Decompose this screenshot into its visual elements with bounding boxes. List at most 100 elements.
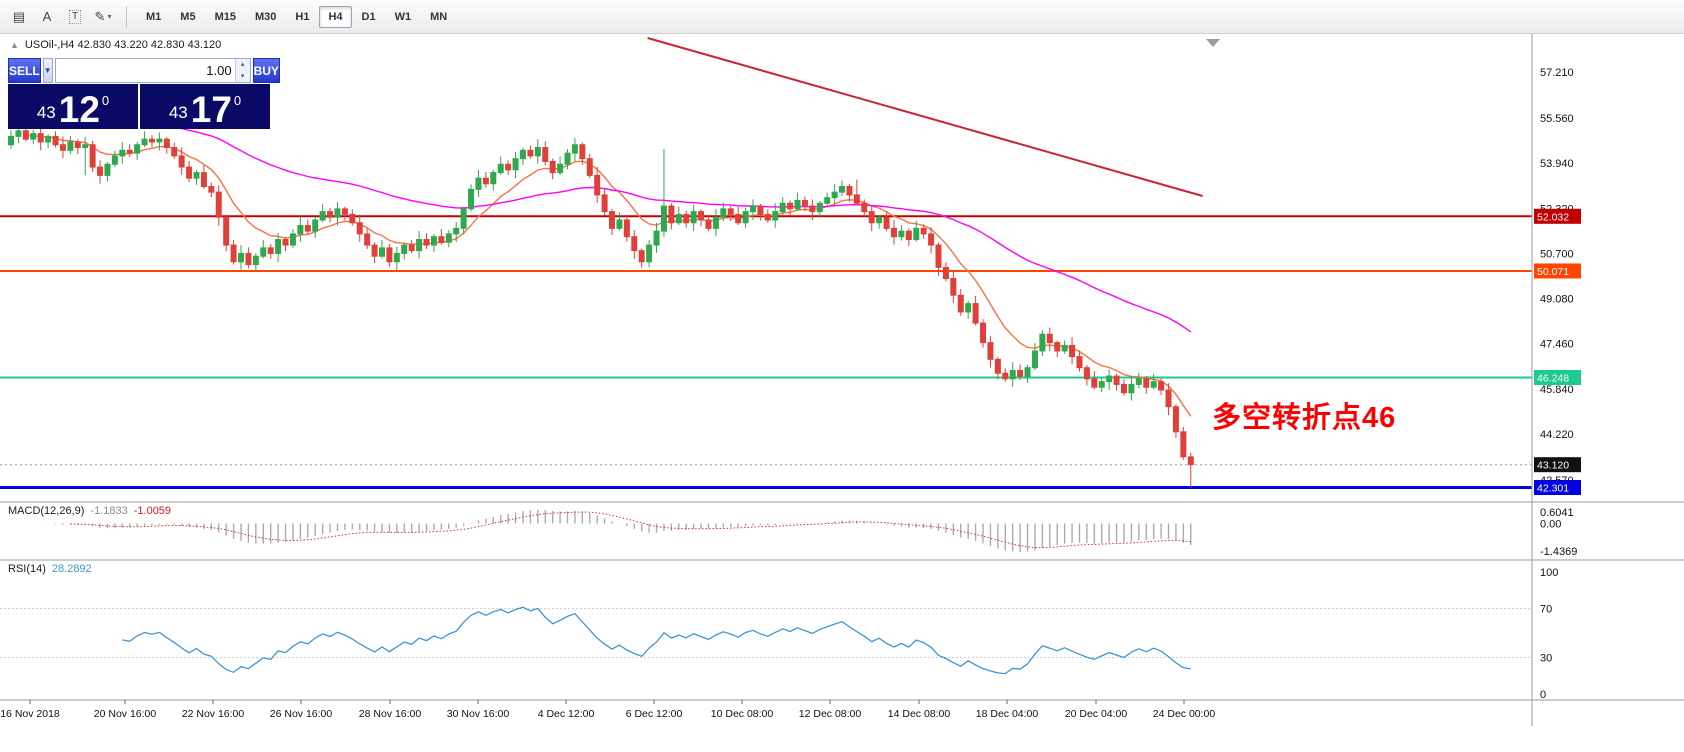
timeframe-button-d1[interactable]: D1: [353, 6, 385, 28]
svg-text:16 Nov 2018: 16 Nov 2018: [0, 708, 60, 720]
macd-name: MACD(12,26,9): [8, 505, 85, 517]
ask-pipette: 0: [233, 93, 242, 108]
ma-55-line: [144, 123, 1192, 333]
font-tool-button[interactable]: A: [34, 5, 60, 29]
volume-dropdown-button[interactable]: ▼: [42, 58, 53, 83]
svg-text:18 Dec 04:00: 18 Dec 04:00: [976, 708, 1039, 720]
text-label-icon: T: [68, 9, 82, 24]
svg-text:55.560: 55.560: [1540, 113, 1574, 125]
svg-text:0: 0: [1540, 689, 1546, 701]
symbol-ohlc-text: USOil-,H4 42.830 43.220 42.830 43.120: [24, 39, 222, 51]
svg-text:0.00: 0.00: [1540, 519, 1561, 531]
timeframe-button-m15[interactable]: M15: [206, 6, 245, 28]
toolbar-separator: [126, 5, 127, 28]
sell-button[interactable]: SELL: [8, 58, 41, 83]
chart-annotation-text[interactable]: 多空转折点46: [1212, 402, 1397, 434]
svg-text:100: 100: [1540, 567, 1558, 579]
bid-whole: 43: [36, 103, 56, 122]
timeframe-button-mn[interactable]: MN: [421, 6, 456, 28]
horizontal-level-lines[interactable]: [0, 215, 1532, 490]
macd-signal-line: [70, 511, 1191, 549]
svg-text:20 Nov 16:00: 20 Nov 16:00: [94, 708, 157, 720]
timeframe-button-h1[interactable]: H1: [286, 6, 318, 28]
svg-text:14 Dec 08:00: 14 Dec 08:00: [888, 708, 951, 720]
svg-text:6 Dec 12:00: 6 Dec 12:00: [626, 708, 683, 720]
timeframe-buttons-group: M1 M5 M15 M30 H1 H4 D1 W1 MN: [137, 5, 456, 28]
bid-pipette: 0: [101, 93, 110, 108]
svg-text:20 Dec 04:00: 20 Dec 04:00: [1065, 708, 1128, 720]
svg-text:44.220: 44.220: [1540, 429, 1574, 441]
price-tag-52.032: 52.032: [1534, 208, 1581, 224]
svg-text:53.940: 53.940: [1540, 158, 1574, 170]
text-label-tool-button[interactable]: T: [62, 5, 88, 29]
svg-text:47.460: 47.460: [1540, 339, 1574, 351]
volume-input[interactable]: [55, 59, 235, 82]
macd-indicator-label: MACD(12,26,9) -1.1833 -1.0059: [8, 505, 171, 517]
volume-control: ▴ ▾: [54, 58, 251, 83]
svg-text:12 Dec 08:00: 12 Dec 08:00: [799, 708, 862, 720]
svg-text:26 Nov 16:00: 26 Nov 16:00: [270, 708, 333, 720]
price-tag-46.248: 46.248: [1534, 370, 1581, 386]
grid-tool-button[interactable]: ▤: [6, 5, 32, 29]
bid-price-display[interactable]: 43 12 0: [8, 84, 138, 129]
svg-text:50.700: 50.700: [1540, 248, 1574, 260]
rsi-value: 28.2892: [51, 563, 92, 575]
svg-text:24 Dec 00:00: 24 Dec 00:00: [1153, 708, 1216, 720]
time-axis[interactable]: 16 Nov 2018 20 Nov 16:00 22 Nov 16:00 26 No…: [0, 700, 1215, 720]
svg-text:49.080: 49.080: [1540, 294, 1574, 306]
macd-signal-value: -1.0059: [133, 505, 172, 517]
bid-pips: 12: [58, 88, 100, 130]
chevron-down-icon: ▼: [43, 66, 52, 75]
volume-decrease-button[interactable]: ▾: [235, 70, 250, 82]
volume-spinner: ▴ ▾: [234, 59, 250, 82]
ma-10-line: [25, 134, 1192, 417]
svg-text:70: 70: [1540, 604, 1552, 616]
drawing-tools-group: ▤ A T ✎ ▾: [6, 5, 116, 29]
chart-area: 57.21055.56053.94052.32050.70049.08047.4…: [0, 34, 1684, 752]
timeframe-button-h4[interactable]: H4: [319, 5, 352, 28]
chart-title: ▲ USOil-,H4 42.830 43.220 42.830 43.120: [10, 39, 221, 51]
price-tag-43.120: 43.120: [1534, 457, 1581, 473]
svg-text:30 Nov 16:00: 30 Nov 16:00: [447, 708, 510, 720]
rsi-name: RSI(14): [8, 563, 46, 575]
candlestick-series: [8, 123, 1194, 488]
svg-text:46.248: 46.248: [1537, 373, 1569, 385]
svg-text:30: 30: [1540, 652, 1552, 664]
descending-trendline[interactable]: [647, 37, 1203, 197]
svg-text:52.032: 52.032: [1537, 211, 1569, 223]
svg-text:50.071: 50.071: [1537, 266, 1569, 278]
svg-text:57.210: 57.210: [1540, 67, 1574, 79]
svg-text:4 Dec 12:00: 4 Dec 12:00: [538, 708, 595, 720]
rsi-indicator-label: RSI(14) 28.2892: [8, 563, 92, 575]
svg-text:-1.4369: -1.4369: [1540, 546, 1577, 558]
timeframe-button-w1[interactable]: W1: [386, 6, 421, 28]
volume-increase-button[interactable]: ▴: [235, 59, 250, 71]
rsi-line: [122, 606, 1191, 675]
svg-text:43.120: 43.120: [1537, 460, 1569, 472]
svg-text:45.840: 45.840: [1540, 384, 1574, 396]
timeframe-button-m5[interactable]: M5: [171, 6, 204, 28]
chart-canvas[interactable]: 57.21055.56053.94052.32050.70049.08047.4…: [0, 34, 1684, 752]
draw-tool-button[interactable]: ✎ ▾: [90, 5, 116, 29]
grid-icon: ▤: [12, 8, 26, 24]
svg-text:10 Dec 08:00: 10 Dec 08:00: [711, 708, 774, 720]
ask-pips: 17: [190, 88, 232, 130]
timeframe-button-m30[interactable]: M30: [246, 6, 285, 28]
svg-text:22 Nov 16:00: 22 Nov 16:00: [182, 708, 245, 720]
ask-price-display[interactable]: 43 17 0: [140, 84, 270, 129]
svg-text:28 Nov 16:00: 28 Nov 16:00: [359, 708, 422, 720]
timeframe-button-m1[interactable]: M1: [137, 6, 170, 28]
draw-icon: ✎: [94, 8, 106, 24]
price-tag-50.071: 50.071: [1534, 263, 1581, 279]
collapse-arrow-icon[interactable]: ▲: [10, 40, 19, 50]
chart-shift-marker-icon[interactable]: [1206, 39, 1220, 47]
chevron-down-icon: ▾: [107, 12, 112, 21]
buy-button[interactable]: BUY: [252, 58, 280, 83]
price-tag-42.301: 42.301: [1534, 480, 1581, 496]
svg-text:42.301: 42.301: [1537, 483, 1569, 495]
svg-text:0.6041: 0.6041: [1540, 507, 1574, 519]
toolbar: ▤ A T ✎ ▾ M1 M5 M15 M30 H1 H4 D1 W1 MN: [0, 0, 1684, 34]
macd-main-value: -1.1833: [90, 505, 128, 517]
